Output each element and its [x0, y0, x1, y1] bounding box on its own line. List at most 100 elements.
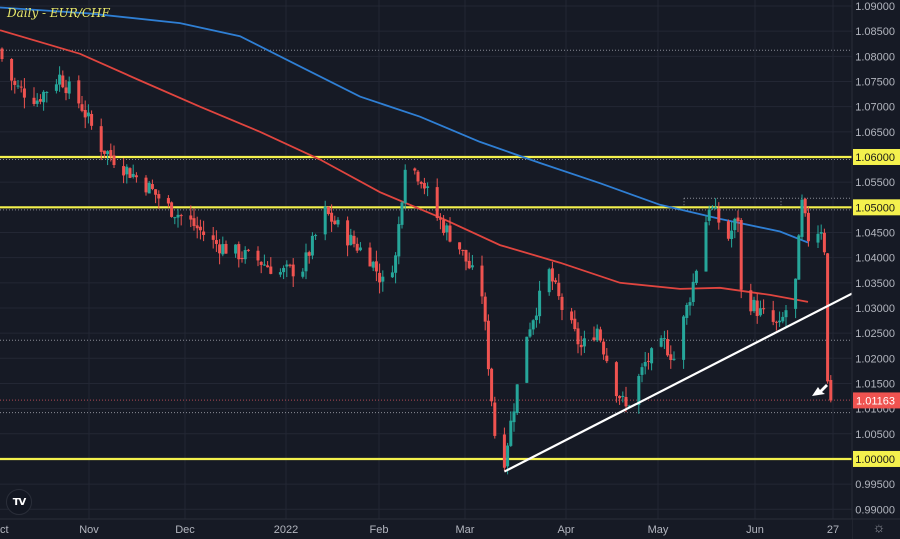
candle-down — [83, 110, 87, 118]
price-label: 1.08000 — [855, 51, 895, 63]
candle-up — [730, 230, 734, 240]
candle-up — [531, 320, 535, 330]
candle-down — [109, 150, 113, 157]
candle-down — [378, 272, 382, 283]
time-axis-panel[interactable] — [0, 519, 852, 539]
candle-up — [221, 244, 225, 255]
candle-up — [682, 316, 686, 360]
price-axis-panel[interactable] — [852, 0, 900, 539]
candle-up — [58, 74, 62, 85]
candle-up — [45, 92, 49, 94]
candle-up — [400, 202, 404, 225]
candle-down — [486, 320, 490, 370]
date-label: ct — [0, 524, 9, 536]
candle-down — [419, 181, 423, 184]
candle-down — [38, 99, 42, 102]
candle-up — [733, 218, 737, 231]
price-label: 1.02500 — [855, 328, 895, 340]
candle-up — [685, 305, 689, 318]
candle-up — [778, 320, 782, 323]
candle-down — [330, 212, 334, 222]
candle-down — [102, 150, 106, 154]
candle-down — [112, 155, 116, 166]
candle-up — [547, 269, 551, 293]
candle-up — [147, 182, 151, 194]
gear-icon[interactable]: ☼ — [872, 519, 886, 535]
candle-up — [301, 271, 305, 277]
candle-down — [557, 282, 561, 297]
candle-up — [797, 235, 801, 280]
ascending-trendline — [503, 292, 853, 473]
candle-down — [246, 249, 250, 251]
arrow-annotation-icon — [812, 384, 828, 396]
candle-down — [736, 217, 740, 222]
candle-up — [758, 308, 762, 316]
candle-up — [672, 358, 676, 360]
candle-down — [355, 243, 359, 251]
candle-down — [646, 360, 650, 362]
candle-up — [358, 247, 362, 251]
candle-down — [826, 253, 830, 382]
candle-down — [579, 344, 583, 348]
candle-up — [262, 264, 266, 266]
candle-down — [0, 48, 4, 60]
date-label: Dec — [175, 524, 195, 536]
price-tag-label: 1.00000 — [855, 454, 895, 466]
candle-down — [464, 249, 468, 262]
candle-up — [304, 252, 308, 272]
tradingview-logo-icon[interactable]: TV — [6, 489, 32, 515]
chart-title: Daily - EUR/CHF — [7, 6, 110, 20]
date-label: Apr — [557, 524, 574, 536]
price-label: 1.02000 — [855, 353, 895, 365]
candle-up — [515, 384, 519, 413]
candle-up — [509, 420, 513, 446]
candle-up — [285, 264, 289, 267]
price-tag-yellow — [853, 148, 900, 165]
price-label: 0.99500 — [855, 479, 895, 491]
candle-up — [659, 338, 663, 347]
candle-down — [739, 220, 743, 290]
candle-up — [35, 100, 39, 104]
candle-up — [582, 338, 586, 347]
candle-down — [288, 264, 292, 266]
trendline[interactable] — [503, 292, 853, 473]
candle-up — [403, 169, 407, 204]
candle-up — [54, 84, 58, 91]
price-label: 1.04000 — [855, 253, 895, 265]
candle-down — [333, 220, 337, 225]
candle-down — [90, 113, 94, 126]
candle-up — [688, 302, 692, 306]
candle-up — [595, 328, 599, 341]
candle-down — [480, 265, 484, 297]
horizontal-levels — [0, 49, 852, 461]
candle-up — [323, 206, 327, 235]
candle-down — [829, 379, 833, 401]
candle-down — [448, 225, 452, 242]
candle-down — [717, 208, 721, 223]
candle-down — [442, 219, 446, 233]
candle-down — [774, 321, 778, 323]
candle-down — [755, 300, 759, 316]
candle-up — [710, 207, 714, 209]
candle-up — [106, 151, 110, 155]
candle-down — [22, 88, 26, 98]
candle-up — [662, 338, 666, 340]
candle-down — [128, 168, 132, 178]
candle-down — [237, 244, 241, 260]
date-label: 2022 — [274, 524, 298, 536]
candle-down — [150, 184, 154, 189]
candle-up — [67, 81, 71, 94]
candle-up — [627, 405, 631, 407]
candle-down — [144, 177, 148, 193]
candle-up — [131, 173, 135, 177]
candle-up — [234, 244, 238, 254]
candle-down — [502, 434, 506, 468]
candle-down — [467, 260, 471, 269]
price-label: 1.07000 — [855, 102, 895, 114]
candle-down — [224, 243, 228, 254]
candle-up — [714, 207, 718, 209]
candle-down — [550, 268, 554, 282]
candle-down — [762, 308, 766, 310]
